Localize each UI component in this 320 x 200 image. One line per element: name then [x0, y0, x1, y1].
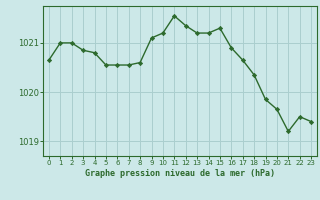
- X-axis label: Graphe pression niveau de la mer (hPa): Graphe pression niveau de la mer (hPa): [85, 169, 275, 178]
